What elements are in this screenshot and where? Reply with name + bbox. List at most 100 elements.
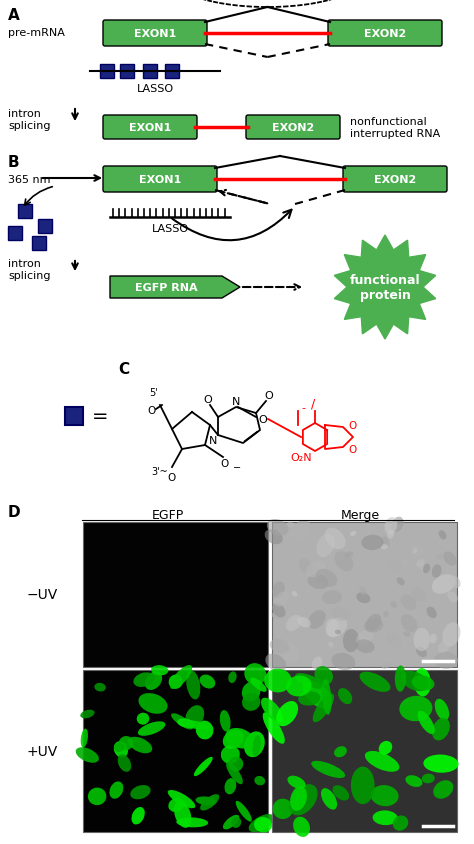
Ellipse shape (316, 569, 337, 587)
Ellipse shape (250, 678, 267, 692)
Ellipse shape (316, 534, 335, 558)
Ellipse shape (331, 653, 356, 670)
Ellipse shape (338, 689, 352, 705)
Ellipse shape (430, 634, 437, 644)
Ellipse shape (350, 531, 356, 536)
Ellipse shape (405, 776, 422, 787)
Ellipse shape (80, 710, 94, 718)
Text: intron
splicing: intron splicing (8, 259, 51, 281)
Text: LASSO: LASSO (151, 224, 189, 234)
Ellipse shape (168, 798, 184, 812)
Ellipse shape (128, 737, 152, 754)
FancyBboxPatch shape (246, 116, 340, 140)
Bar (272, 670, 457, 832)
Ellipse shape (435, 699, 449, 721)
Ellipse shape (119, 736, 133, 750)
Ellipse shape (438, 641, 450, 653)
Ellipse shape (438, 531, 447, 540)
Text: 365 nm: 365 nm (8, 175, 51, 185)
Ellipse shape (379, 741, 392, 755)
Text: EXON2: EXON2 (272, 123, 314, 133)
Ellipse shape (200, 674, 215, 689)
Ellipse shape (231, 817, 241, 828)
Ellipse shape (313, 694, 334, 722)
Ellipse shape (221, 745, 240, 764)
Ellipse shape (400, 696, 432, 722)
Ellipse shape (131, 807, 145, 825)
Ellipse shape (391, 517, 403, 533)
Ellipse shape (114, 741, 128, 758)
Ellipse shape (432, 565, 441, 578)
Ellipse shape (130, 785, 151, 799)
Ellipse shape (302, 680, 332, 709)
Text: EXON2: EXON2 (364, 29, 406, 39)
Ellipse shape (229, 757, 243, 771)
Ellipse shape (418, 711, 435, 734)
Ellipse shape (361, 535, 383, 550)
Ellipse shape (392, 815, 408, 830)
Ellipse shape (436, 554, 445, 560)
Ellipse shape (427, 607, 437, 619)
Text: Ȯ: Ȯ (148, 405, 156, 415)
Text: D: D (8, 505, 21, 519)
Ellipse shape (249, 814, 274, 832)
Text: A: A (8, 8, 20, 23)
Ellipse shape (371, 785, 399, 806)
Ellipse shape (360, 672, 391, 692)
Ellipse shape (285, 617, 303, 635)
Ellipse shape (289, 784, 318, 815)
Ellipse shape (185, 706, 204, 728)
Ellipse shape (387, 561, 402, 574)
Polygon shape (334, 235, 436, 339)
Ellipse shape (414, 668, 431, 696)
FancyBboxPatch shape (103, 167, 217, 192)
Text: B: B (8, 154, 19, 170)
Ellipse shape (194, 757, 213, 776)
Ellipse shape (413, 628, 430, 652)
Ellipse shape (365, 651, 385, 665)
Bar (83, 670, 268, 832)
Ellipse shape (171, 713, 193, 729)
Text: +UV: +UV (27, 744, 58, 758)
Ellipse shape (422, 774, 435, 783)
Ellipse shape (356, 592, 370, 603)
Ellipse shape (263, 712, 285, 744)
Ellipse shape (220, 711, 230, 732)
Ellipse shape (384, 517, 397, 535)
Text: O₂N: O₂N (290, 452, 312, 463)
Ellipse shape (416, 647, 427, 657)
Ellipse shape (137, 713, 149, 725)
Ellipse shape (76, 748, 99, 763)
Ellipse shape (433, 780, 453, 798)
Text: O: O (259, 414, 267, 425)
Text: O: O (264, 391, 273, 401)
Ellipse shape (169, 674, 183, 689)
Ellipse shape (200, 794, 219, 810)
Ellipse shape (364, 630, 374, 637)
Ellipse shape (264, 669, 292, 693)
Text: $\mathregular{-}$: $\mathregular{-}$ (232, 461, 242, 470)
Bar (8, 227, 22, 241)
Ellipse shape (321, 788, 337, 809)
Ellipse shape (225, 778, 237, 794)
Ellipse shape (387, 530, 394, 539)
Bar (18, 205, 32, 219)
FancyBboxPatch shape (328, 21, 442, 47)
Bar (65, 408, 83, 425)
Ellipse shape (133, 673, 155, 687)
Ellipse shape (272, 603, 285, 618)
Ellipse shape (176, 818, 208, 827)
Ellipse shape (254, 817, 272, 832)
Ellipse shape (335, 552, 353, 571)
Ellipse shape (270, 639, 289, 653)
Bar (143, 65, 157, 78)
Ellipse shape (412, 549, 418, 554)
Text: =: = (92, 407, 109, 426)
Text: pre-mRNA: pre-mRNA (8, 28, 65, 38)
Ellipse shape (114, 743, 125, 752)
Ellipse shape (325, 528, 346, 549)
Text: EXON1: EXON1 (139, 175, 181, 185)
Ellipse shape (118, 755, 131, 772)
Ellipse shape (252, 735, 261, 757)
Ellipse shape (334, 746, 347, 757)
